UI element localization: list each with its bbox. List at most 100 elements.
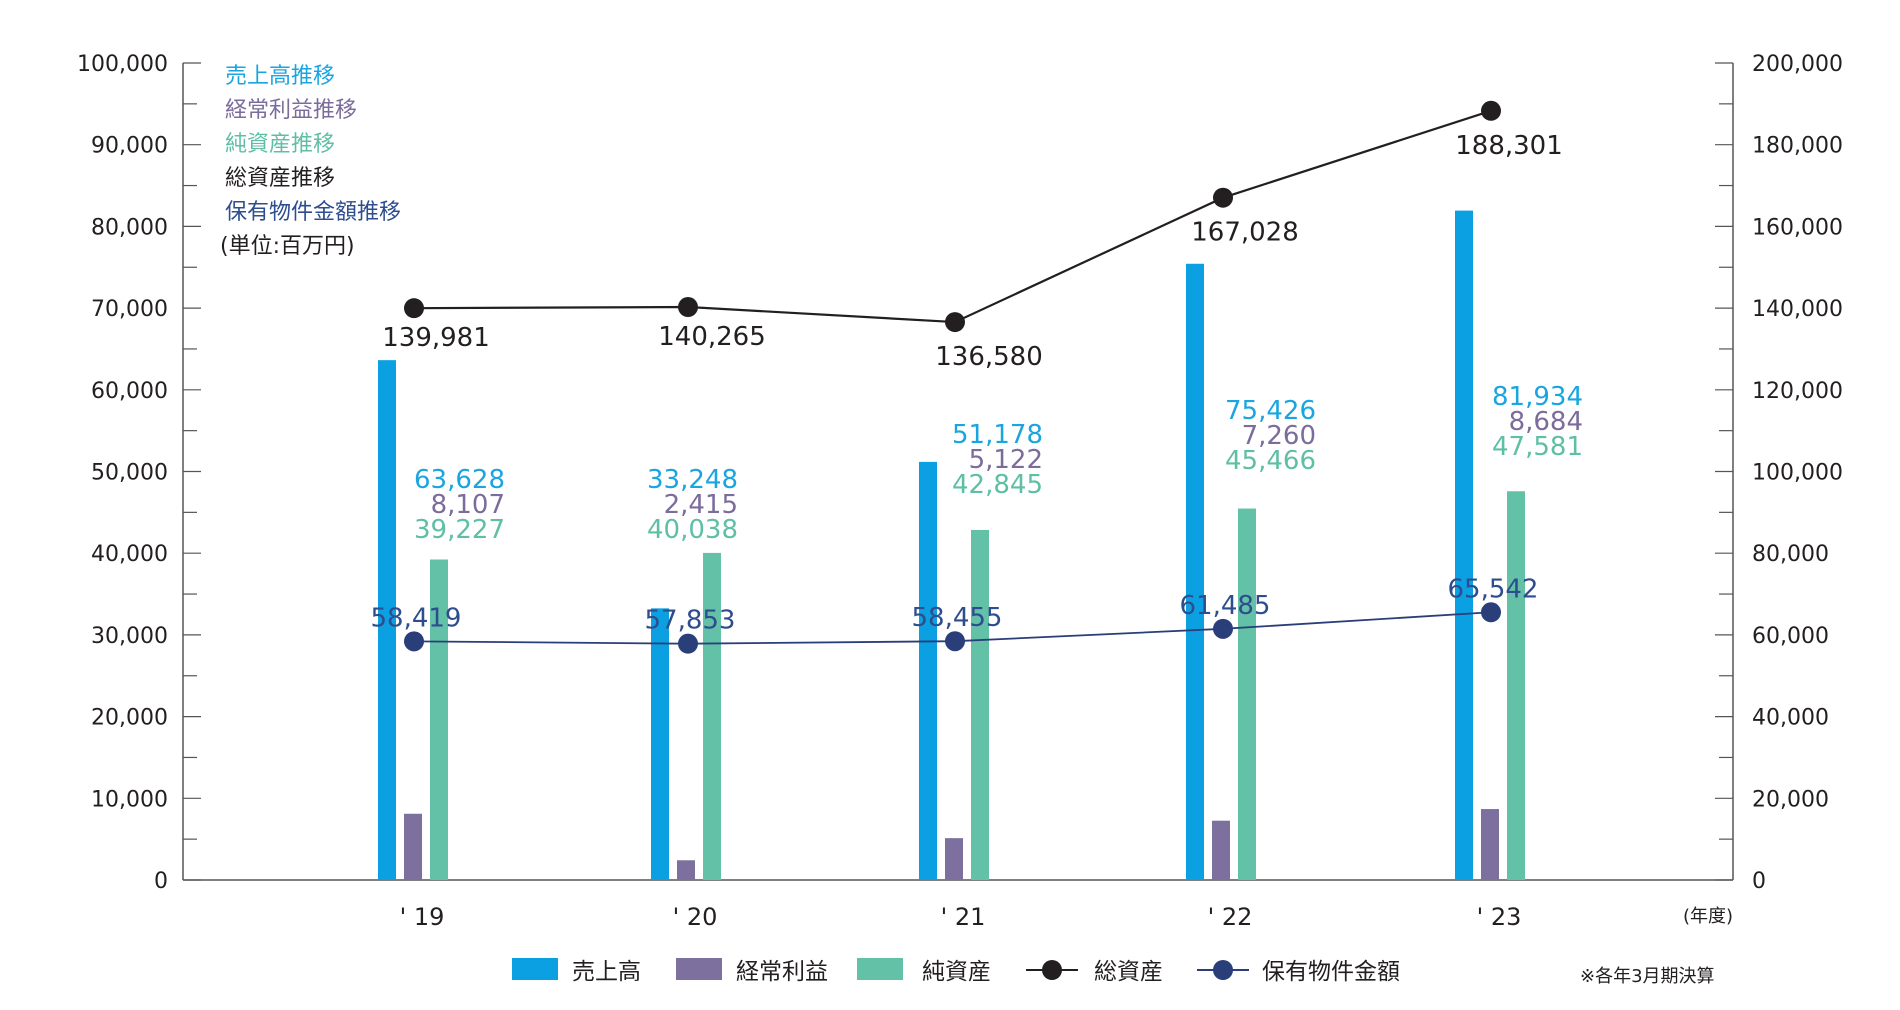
- legend: 売上高 経常利益 純資産 総資産 保有物件金額 ※各年3月期決算: [512, 958, 1715, 987]
- label-net_assets: 42,845: [952, 470, 1043, 500]
- label-property: 57,853: [645, 606, 736, 636]
- bar-sales: [1455, 210, 1473, 880]
- label-ordinary: 8,684: [1509, 407, 1583, 437]
- y-tick-label-left: 10,000: [91, 787, 168, 812]
- label-property: 61,485: [1180, 591, 1271, 621]
- y-tick-label-right: 60,000: [1752, 624, 1829, 649]
- bar-net_assets: [703, 552, 721, 880]
- label-total_assets: 188,301: [1455, 131, 1563, 161]
- y-tick-label-left: 20,000: [91, 706, 168, 731]
- label-ordinary: 2,415: [664, 490, 738, 520]
- label-total_assets: 139,981: [382, 323, 490, 353]
- y-tick-label-left: 60,000: [91, 379, 168, 404]
- y-tick-label-left: 90,000: [91, 134, 168, 159]
- bar-sales: [919, 461, 937, 880]
- label-ordinary: 7,260: [1242, 421, 1316, 451]
- bar-sales: [1186, 263, 1204, 880]
- label-net_assets: 47,581: [1492, 432, 1583, 462]
- legend-marker-property: [1213, 960, 1233, 980]
- y-tick-label-right: 0: [1752, 869, 1766, 894]
- line-total_assets: [413, 109, 1492, 324]
- bar-ordinary: [404, 813, 422, 880]
- legend-label-net_assets: 純資産: [922, 959, 991, 985]
- y-tick-label-right: 40,000: [1752, 706, 1829, 731]
- y-tick-label-right: 160,000: [1752, 215, 1843, 240]
- y-tick-label-left: 100,000: [77, 52, 168, 77]
- point-total_assets: [945, 312, 965, 333]
- bar-net_assets: [430, 559, 448, 880]
- x-axis-unit: (年度): [1683, 906, 1733, 927]
- point-total_assets: [1481, 100, 1501, 121]
- label-total_assets: 136,580: [935, 342, 1043, 372]
- footnote: ※各年3月期決算: [1580, 966, 1715, 987]
- bar-ordinary: [677, 860, 695, 880]
- legend-marker-total_assets: [1042, 960, 1062, 980]
- series-title-sales: 売上高推移: [225, 64, 335, 89]
- x-tick-label: ' 20: [673, 903, 718, 931]
- point-property: [1213, 618, 1233, 639]
- label-property: 58,419: [371, 603, 462, 633]
- unit-note: (単位:百万円): [220, 234, 355, 259]
- label-ordinary: 5,122: [969, 445, 1043, 475]
- label-net_assets: 39,227: [414, 515, 505, 545]
- axes: 0 10,000 20,000 30,000 40,000 50,000 60,000 70,…: [77, 52, 1843, 931]
- legend-swatch-net_assets: [857, 958, 903, 980]
- point-property: [404, 631, 424, 652]
- y-tick-label-right: 180,000: [1752, 134, 1843, 159]
- label-sales: 33,248: [647, 465, 738, 495]
- series-title-ordinary: 経常利益推移: [225, 98, 357, 123]
- lines: [404, 100, 1501, 654]
- label-total_assets: 140,265: [658, 322, 766, 352]
- label-property: 58,455: [912, 603, 1003, 633]
- y-tick-label-right: 120,000: [1752, 379, 1843, 404]
- label-total_assets: 167,028: [1191, 218, 1299, 248]
- point-total_assets: [1213, 187, 1233, 208]
- legend-label-total_assets: 総資産: [1094, 959, 1163, 985]
- legend-label-ordinary: 経常利益: [736, 959, 828, 985]
- y-tick-label-left: 30,000: [91, 624, 168, 649]
- y-tick-label-left: 70,000: [91, 297, 168, 322]
- label-ordinary: 8,107: [431, 490, 505, 520]
- y-tick-label-right: 200,000: [1752, 52, 1843, 77]
- label-sales: 63,628: [414, 465, 505, 495]
- y-tick-label-right: 20,000: [1752, 787, 1829, 812]
- label-sales: 81,934: [1492, 382, 1583, 412]
- series-title-property: 保有物件金額推移: [225, 200, 401, 225]
- y-tick-label-right: 80,000: [1752, 542, 1829, 567]
- x-tick-label: ' 19: [400, 903, 445, 931]
- legend-swatch-sales: [512, 958, 558, 980]
- point-total_assets: [678, 297, 698, 318]
- label-net_assets: 45,466: [1225, 446, 1316, 476]
- y-tick-label-right: 140,000: [1752, 297, 1843, 322]
- label-net_assets: 40,038: [647, 515, 738, 545]
- bars: [378, 210, 1525, 880]
- label-sales: 75,426: [1225, 396, 1316, 426]
- bar-sales: [651, 608, 669, 880]
- bar-ordinary: [945, 838, 963, 880]
- x-tick-label: ' 22: [1208, 903, 1253, 931]
- y-tick-label-left: 0: [154, 869, 168, 894]
- data-labels: 63,628 33,248 51,178 75,426 81,934 8,107 2,415…: [371, 131, 1583, 636]
- label-property: 65,542: [1448, 574, 1539, 604]
- bar-sales: [378, 360, 396, 880]
- point-property: [1481, 602, 1501, 623]
- legend-label-sales: 売上高: [572, 959, 641, 985]
- x-tick-label: ' 23: [1477, 903, 1522, 931]
- y-tick-label-left: 80,000: [91, 215, 168, 240]
- bar-net_assets: [971, 529, 989, 880]
- y-tick-label-left: 50,000: [91, 461, 168, 486]
- y-tick-label-right: 100,000: [1752, 461, 1843, 486]
- label-sales: 51,178: [952, 420, 1043, 450]
- legend-label-property: 保有物件金額: [1262, 959, 1400, 985]
- series-title-net_assets: 純資産推移: [225, 132, 335, 157]
- bar-ordinary: [1481, 809, 1499, 880]
- bar-ordinary: [1212, 820, 1230, 880]
- bar-net_assets: [1238, 508, 1256, 880]
- legend-swatch-ordinary: [676, 958, 722, 980]
- bar-net_assets: [1507, 491, 1525, 880]
- x-tick-label: ' 21: [941, 903, 986, 931]
- series-title-total_assets: 総資産推移: [225, 166, 335, 191]
- y-tick-label-left: 40,000: [91, 542, 168, 567]
